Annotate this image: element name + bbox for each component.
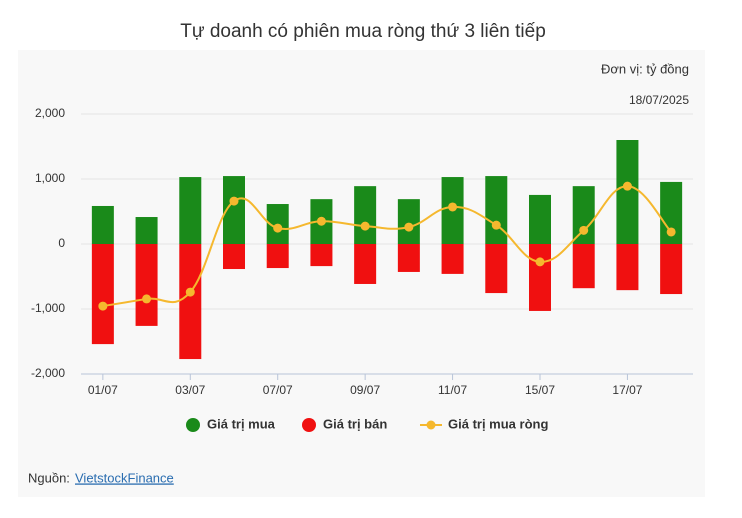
line-marker <box>360 221 370 231</box>
legend-marker <box>186 418 200 432</box>
y-tick-label: 1,000 <box>35 171 65 185</box>
line-marker <box>579 225 589 235</box>
y-tick-label: -1,000 <box>31 301 65 315</box>
bar <box>529 194 551 244</box>
bar <box>179 177 202 244</box>
legend-marker <box>426 420 436 430</box>
x-tick-label: 07/07 <box>263 383 293 397</box>
bar <box>354 244 377 284</box>
date-note: 18/07/2025 <box>629 93 689 107</box>
bar <box>310 244 333 267</box>
x-tick-label: 11/07 <box>438 383 467 397</box>
bar <box>572 244 595 289</box>
legend-label: Giá trị mua <box>207 416 276 431</box>
bar <box>397 199 420 244</box>
source-link[interactable]: VietstockFinance <box>75 470 174 485</box>
line-marker <box>535 257 545 267</box>
bar <box>660 181 683 244</box>
bar <box>397 244 420 272</box>
line-marker <box>316 216 326 226</box>
line-marker <box>666 227 676 237</box>
x-tick-label: 03/07 <box>175 383 205 397</box>
bar <box>91 205 114 244</box>
bar <box>572 186 595 244</box>
x-tick-label: 01/07 <box>88 383 118 397</box>
bar <box>179 244 202 360</box>
line-marker <box>273 223 283 233</box>
line-marker <box>622 181 632 191</box>
legend-label: Giá trị mua ròng <box>448 416 548 431</box>
line-marker <box>98 301 108 311</box>
bar <box>354 186 377 244</box>
legend-label: Giá trị bán <box>323 416 387 431</box>
bar <box>485 176 508 244</box>
line-marker <box>185 287 195 297</box>
source-label: Nguồn: <box>28 470 70 485</box>
x-tick-label: 15/07 <box>525 383 555 397</box>
bar <box>529 244 551 311</box>
y-tick-label: 2,000 <box>35 106 65 120</box>
line-marker <box>448 202 458 212</box>
line-marker <box>404 222 414 232</box>
chart-title: Tự doanh có phiên mua ròng thứ 3 liên ti… <box>180 21 546 42</box>
x-tick-label: 09/07 <box>350 383 380 397</box>
y-tick-label: -2,000 <box>31 366 65 380</box>
bar <box>616 244 639 291</box>
bar <box>135 244 158 326</box>
y-tick-label: 0 <box>58 236 65 250</box>
bar <box>223 176 245 244</box>
line-marker <box>491 220 501 230</box>
bar <box>485 244 508 294</box>
unit-note: Đơn vị: tỷ đồng <box>601 61 689 76</box>
line-marker <box>229 196 239 206</box>
legend-marker <box>302 418 316 432</box>
bar <box>616 140 639 244</box>
bar <box>135 217 158 244</box>
bar <box>223 244 245 270</box>
x-tick-label: 17/07 <box>612 383 642 397</box>
bar <box>91 244 114 345</box>
bar <box>660 244 683 295</box>
bar <box>266 244 289 269</box>
line-marker <box>142 294 152 304</box>
bar <box>441 244 464 274</box>
